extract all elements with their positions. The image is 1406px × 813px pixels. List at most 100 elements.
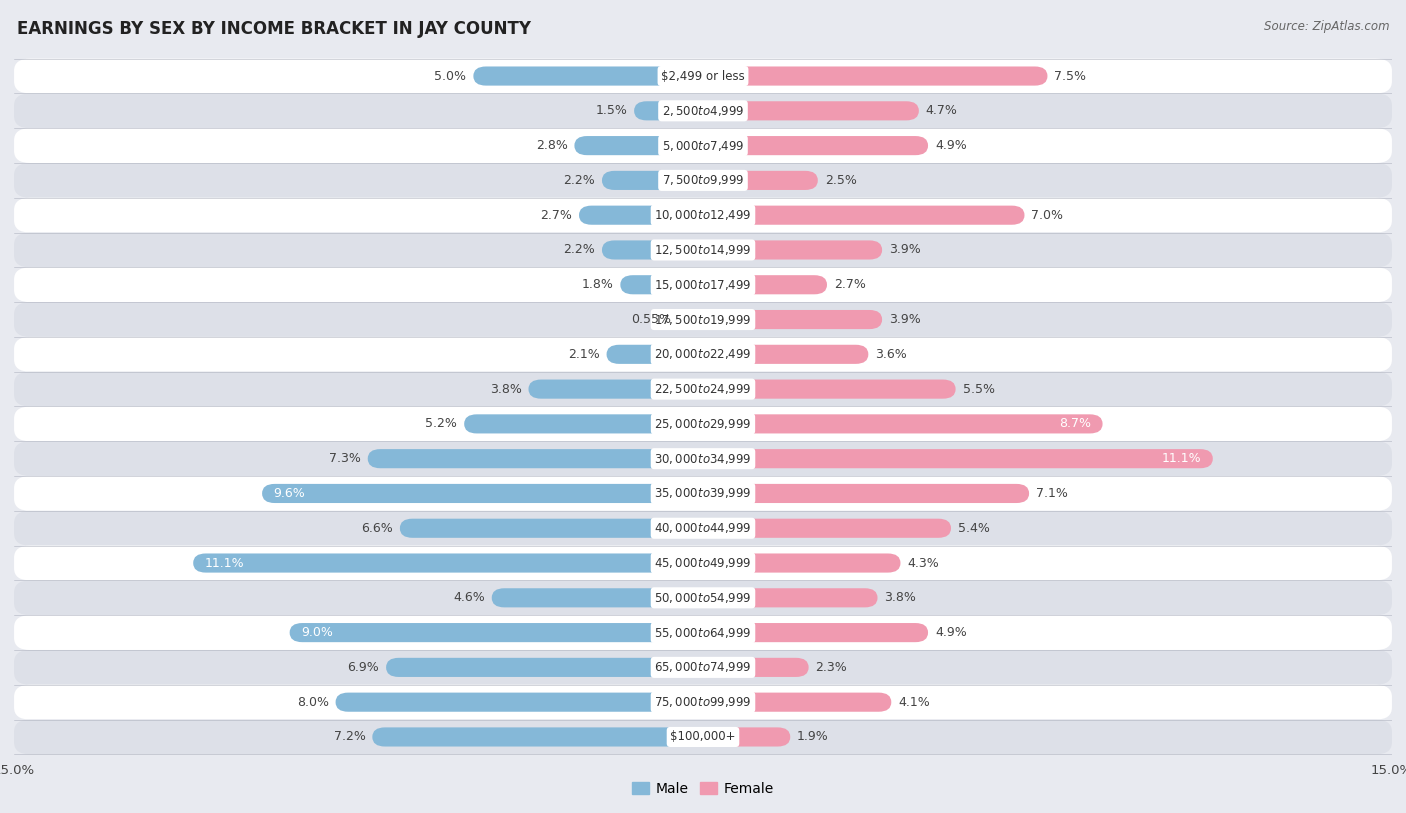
Text: $35,000 to $39,999: $35,000 to $39,999 <box>654 486 752 501</box>
Text: $50,000 to $54,999: $50,000 to $54,999 <box>654 591 752 605</box>
Text: 3.8%: 3.8% <box>489 383 522 396</box>
FancyBboxPatch shape <box>703 345 869 364</box>
Text: $25,000 to $29,999: $25,000 to $29,999 <box>654 417 752 431</box>
FancyBboxPatch shape <box>14 302 1392 337</box>
FancyBboxPatch shape <box>474 67 703 85</box>
FancyBboxPatch shape <box>703 484 1029 503</box>
Text: 6.9%: 6.9% <box>347 661 380 674</box>
Text: $7,500 to $9,999: $7,500 to $9,999 <box>662 173 744 188</box>
FancyBboxPatch shape <box>703 102 920 120</box>
Text: $100,000+: $100,000+ <box>671 730 735 743</box>
Text: 5.4%: 5.4% <box>957 522 990 535</box>
FancyBboxPatch shape <box>492 589 703 607</box>
Text: 2.2%: 2.2% <box>564 174 595 187</box>
Text: EARNINGS BY SEX BY INCOME BRACKET IN JAY COUNTY: EARNINGS BY SEX BY INCOME BRACKET IN JAY… <box>17 20 531 38</box>
Text: 3.9%: 3.9% <box>889 313 921 326</box>
Text: $15,000 to $17,499: $15,000 to $17,499 <box>654 278 752 292</box>
FancyBboxPatch shape <box>703 171 818 190</box>
FancyBboxPatch shape <box>14 546 1392 580</box>
Text: 1.5%: 1.5% <box>595 104 627 117</box>
Text: 3.9%: 3.9% <box>889 243 921 256</box>
Text: 7.5%: 7.5% <box>1054 70 1087 83</box>
FancyBboxPatch shape <box>14 406 1392 441</box>
FancyBboxPatch shape <box>14 476 1392 511</box>
Text: $40,000 to $44,999: $40,000 to $44,999 <box>654 521 752 535</box>
Text: 7.0%: 7.0% <box>1032 209 1063 222</box>
FancyBboxPatch shape <box>14 233 1392 267</box>
Text: 9.0%: 9.0% <box>301 626 333 639</box>
FancyBboxPatch shape <box>14 267 1392 302</box>
Text: $2,499 or less: $2,499 or less <box>661 70 745 83</box>
FancyBboxPatch shape <box>14 93 1392 128</box>
FancyBboxPatch shape <box>14 337 1392 372</box>
FancyBboxPatch shape <box>703 519 950 538</box>
Text: 2.7%: 2.7% <box>834 278 866 291</box>
Text: 0.55%: 0.55% <box>631 313 671 326</box>
Text: 3.6%: 3.6% <box>875 348 907 361</box>
FancyBboxPatch shape <box>703 380 956 398</box>
Text: $65,000 to $74,999: $65,000 to $74,999 <box>654 660 752 675</box>
FancyBboxPatch shape <box>634 102 703 120</box>
FancyBboxPatch shape <box>14 59 1392 93</box>
FancyBboxPatch shape <box>703 554 900 572</box>
Text: Source: ZipAtlas.com: Source: ZipAtlas.com <box>1264 20 1389 33</box>
FancyBboxPatch shape <box>14 615 1392 650</box>
FancyBboxPatch shape <box>606 345 703 364</box>
Text: 7.3%: 7.3% <box>329 452 361 465</box>
FancyBboxPatch shape <box>678 310 703 329</box>
FancyBboxPatch shape <box>703 728 790 746</box>
Text: 11.1%: 11.1% <box>205 557 245 570</box>
FancyBboxPatch shape <box>368 449 703 468</box>
FancyBboxPatch shape <box>703 241 882 259</box>
Text: 4.1%: 4.1% <box>898 696 929 709</box>
Text: $22,500 to $24,999: $22,500 to $24,999 <box>654 382 752 396</box>
FancyBboxPatch shape <box>14 198 1392 233</box>
Text: 9.6%: 9.6% <box>274 487 305 500</box>
Text: 2.3%: 2.3% <box>815 661 848 674</box>
FancyBboxPatch shape <box>14 128 1392 163</box>
Text: 11.1%: 11.1% <box>1161 452 1201 465</box>
FancyBboxPatch shape <box>575 136 703 155</box>
FancyBboxPatch shape <box>703 623 928 642</box>
Text: $55,000 to $64,999: $55,000 to $64,999 <box>654 625 752 640</box>
Text: 2.8%: 2.8% <box>536 139 568 152</box>
FancyBboxPatch shape <box>703 67 1047 85</box>
Text: $2,500 to $4,999: $2,500 to $4,999 <box>662 104 744 118</box>
FancyBboxPatch shape <box>14 685 1392 720</box>
FancyBboxPatch shape <box>703 449 1213 468</box>
Text: 4.9%: 4.9% <box>935 626 967 639</box>
FancyBboxPatch shape <box>703 658 808 677</box>
Text: 1.8%: 1.8% <box>582 278 613 291</box>
FancyBboxPatch shape <box>399 519 703 538</box>
FancyBboxPatch shape <box>14 720 1392 754</box>
Text: 8.7%: 8.7% <box>1059 417 1091 430</box>
Text: $20,000 to $22,499: $20,000 to $22,499 <box>654 347 752 361</box>
FancyBboxPatch shape <box>703 206 1025 224</box>
FancyBboxPatch shape <box>14 580 1392 615</box>
Text: 4.3%: 4.3% <box>907 557 939 570</box>
FancyBboxPatch shape <box>336 693 703 711</box>
FancyBboxPatch shape <box>262 484 703 503</box>
FancyBboxPatch shape <box>703 310 882 329</box>
Text: 4.9%: 4.9% <box>935 139 967 152</box>
Text: 7.2%: 7.2% <box>333 730 366 743</box>
Text: 2.5%: 2.5% <box>825 174 856 187</box>
Text: 5.0%: 5.0% <box>434 70 467 83</box>
FancyBboxPatch shape <box>529 380 703 398</box>
FancyBboxPatch shape <box>14 372 1392 406</box>
Legend: Male, Female: Male, Female <box>627 776 779 802</box>
FancyBboxPatch shape <box>193 554 703 572</box>
FancyBboxPatch shape <box>602 241 703 259</box>
FancyBboxPatch shape <box>703 275 827 294</box>
Text: 2.1%: 2.1% <box>568 348 599 361</box>
Text: $5,000 to $7,499: $5,000 to $7,499 <box>662 138 744 153</box>
FancyBboxPatch shape <box>14 511 1392 546</box>
FancyBboxPatch shape <box>464 415 703 433</box>
FancyBboxPatch shape <box>703 693 891 711</box>
FancyBboxPatch shape <box>703 589 877 607</box>
Text: 7.1%: 7.1% <box>1036 487 1069 500</box>
FancyBboxPatch shape <box>579 206 703 224</box>
Text: 6.6%: 6.6% <box>361 522 392 535</box>
Text: $45,000 to $49,999: $45,000 to $49,999 <box>654 556 752 570</box>
Text: 2.2%: 2.2% <box>564 243 595 256</box>
